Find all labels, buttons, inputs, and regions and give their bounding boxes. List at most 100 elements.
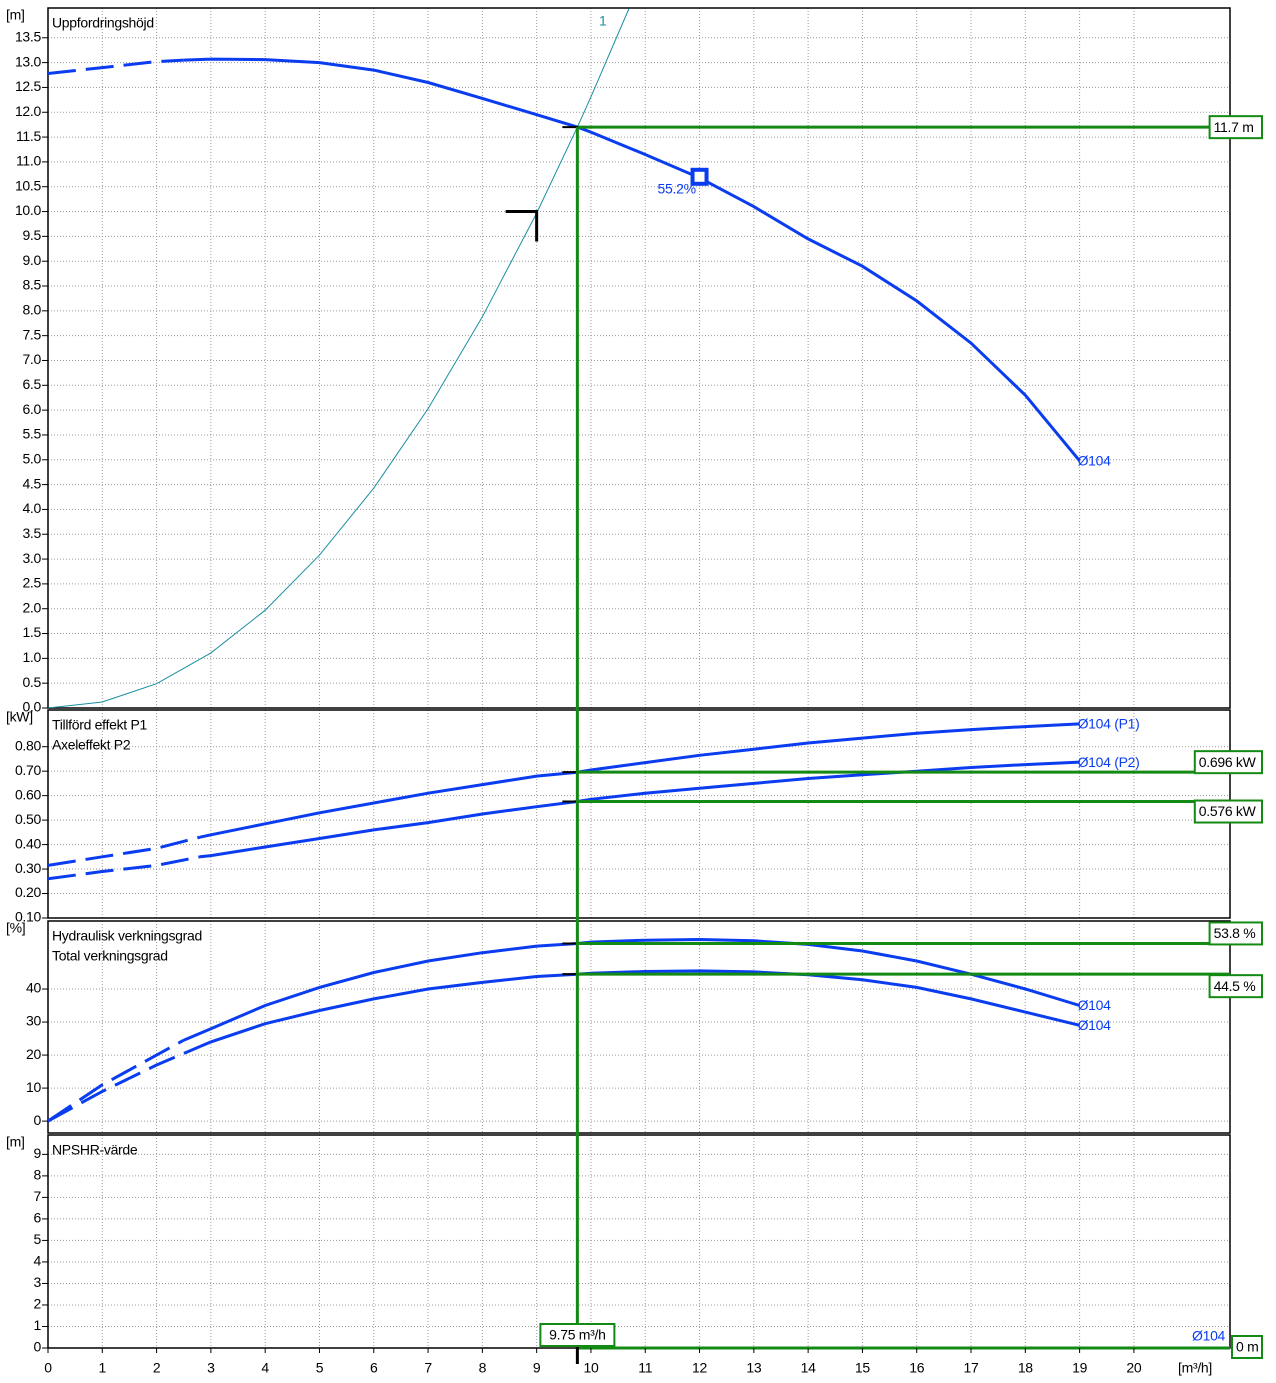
y-tick-label: 6.0 xyxy=(22,401,41,417)
y-tick-label: 7 xyxy=(34,1188,42,1204)
panel-frame xyxy=(47,709,1231,919)
y-tick-label: 10 xyxy=(26,1079,41,1095)
reading-label: 0.576 kW xyxy=(1199,803,1257,819)
y-tick-label: 2 xyxy=(34,1296,42,1312)
x-tick-label: 16 xyxy=(909,1360,924,1376)
x-tick-label: 14 xyxy=(801,1360,816,1376)
x-tick-label: 12 xyxy=(692,1360,707,1376)
series-label: Ø104 (P1) xyxy=(1078,716,1140,732)
y-tick-label: 0.0 xyxy=(22,699,41,715)
y-tick-label: 0.70 xyxy=(15,762,42,778)
panel-frame xyxy=(47,1134,1231,1349)
y-tick-label: 0.5 xyxy=(22,674,41,690)
y-tick-label: 20 xyxy=(26,1046,41,1062)
x-tick-label: 0 xyxy=(44,1360,52,1376)
y-tick-label: 0.80 xyxy=(15,737,42,753)
panel-frame xyxy=(47,920,1231,1134)
reading-box xyxy=(1208,921,1263,946)
panel-title: Uppfordringshöjd xyxy=(52,15,154,31)
y-tick-label: 13.5 xyxy=(15,28,42,44)
reading-box xyxy=(1208,974,1263,999)
x-tick-label: 6 xyxy=(370,1360,378,1376)
curve xyxy=(48,58,184,75)
panel-title: Axeleffekt P2 xyxy=(52,737,131,753)
y-tick-label: 6.5 xyxy=(22,376,41,392)
y-tick-label: 40 xyxy=(26,980,41,996)
curve xyxy=(48,8,630,708)
y-tick-label: 4 xyxy=(34,1253,42,1269)
y-tick-label: 11.0 xyxy=(16,153,42,169)
panel-title: Hydraulisk verkningsgrad xyxy=(52,928,202,944)
y-tick-label: 13.0 xyxy=(15,53,42,69)
reading-label: 0.696 kW xyxy=(1199,754,1257,770)
reading-label: 53.8 % xyxy=(1214,925,1256,941)
panel-title: NPSHR-värde xyxy=(52,1142,138,1158)
y-tick-label: 0.30 xyxy=(15,860,42,876)
y-tick-label: 4.5 xyxy=(22,475,41,491)
x-axis-label: [m³/h] xyxy=(1178,1360,1212,1376)
y-tick-label: 7.0 xyxy=(22,351,41,367)
curve xyxy=(183,937,1081,1042)
y-tick-label: 1.0 xyxy=(22,649,41,665)
x-tick-label: 19 xyxy=(1072,1360,1087,1376)
series-label: Ø104 xyxy=(1192,1328,1226,1344)
y-tick-label: 8 xyxy=(34,1167,42,1183)
y-tick-label: 12.0 xyxy=(15,103,42,119)
y-tick-label: 5 xyxy=(34,1231,42,1247)
y-tick-label: 3 xyxy=(34,1274,42,1290)
x-tick-label: 9 xyxy=(533,1360,541,1376)
y-tick-label: 7.5 xyxy=(22,326,41,342)
x-tick-label: 15 xyxy=(855,1360,870,1376)
curve xyxy=(48,855,201,881)
x-tick-label: 13 xyxy=(746,1360,761,1376)
curve xyxy=(48,1045,201,1123)
reading-label: 0 m xyxy=(1236,1339,1258,1355)
y-tick-label: 0.20 xyxy=(15,884,42,900)
y-tick-label: 0.40 xyxy=(15,835,42,851)
x-tick-label: 4 xyxy=(261,1360,269,1376)
y-tick-label: 8.5 xyxy=(22,277,41,293)
y-tick-label: 9 xyxy=(34,1145,42,1161)
y-tick-label: 5.5 xyxy=(22,426,41,442)
curve xyxy=(48,835,201,867)
y-tick-label: 4.0 xyxy=(22,500,41,516)
series-label: Ø104 xyxy=(1078,452,1112,468)
y-tick-label: 9.5 xyxy=(22,227,41,243)
curve xyxy=(199,722,1080,839)
y-tick-label: 6 xyxy=(34,1210,42,1226)
x-tick-label: 5 xyxy=(316,1360,324,1376)
reading-label: 44.5 % xyxy=(1214,978,1256,994)
y-tick-label: 2.0 xyxy=(22,599,41,615)
curve xyxy=(199,969,1080,1048)
y-tick-label: 8.0 xyxy=(22,302,41,318)
panel-title: Tillförd effekt P1 xyxy=(52,717,147,733)
y-tick-label: 10.5 xyxy=(15,177,42,193)
y-tick-label: 1.5 xyxy=(22,624,41,640)
x-tick-label: 8 xyxy=(479,1360,487,1376)
x-tick-label: 1 xyxy=(99,1360,107,1376)
x-tick-label: 2 xyxy=(153,1360,161,1376)
x-tick-label: 18 xyxy=(1018,1360,1033,1376)
intersection-tick xyxy=(562,126,579,142)
reading-label: 11.7 m xyxy=(1214,119,1254,135)
unit-label: [%] xyxy=(6,920,25,936)
y-tick-label: 0.10 xyxy=(15,909,42,925)
unit-label: [m] xyxy=(6,1134,25,1150)
y-tick-label: 30 xyxy=(26,1013,41,1029)
reading-box xyxy=(1193,750,1264,775)
series-label: Ø104 (P2) xyxy=(1078,754,1140,770)
x-tick-label: 11 xyxy=(638,1360,652,1376)
y-tick-label: 0.50 xyxy=(15,811,42,827)
y-tick-label: 9.0 xyxy=(22,252,41,268)
duty-marker xyxy=(690,167,709,186)
requested-point xyxy=(505,210,539,242)
unit-label: [m] xyxy=(6,7,25,23)
reading-box xyxy=(1231,1335,1263,1359)
y-tick-label: 12.5 xyxy=(15,78,42,94)
x-tick-label: 3 xyxy=(207,1360,215,1376)
panel-frame xyxy=(47,7,1231,709)
y-tick-label: 5.0 xyxy=(22,450,41,466)
y-tick-label: 1 xyxy=(34,1317,42,1333)
unit-label: [kW] xyxy=(6,709,33,725)
